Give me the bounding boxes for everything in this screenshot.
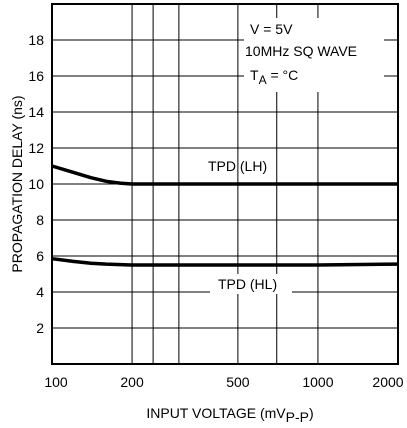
series-labels: TPD (LH) TPD (HL) [208, 158, 292, 294]
x-tick-label: 200 [120, 374, 144, 390]
temperature-subscript: A [259, 73, 267, 87]
y-tick-label: 8 [36, 212, 44, 228]
condition-note-background [244, 18, 384, 92]
series-line-tpd-hl [51, 256, 399, 267]
y-tick-label: 12 [28, 140, 44, 156]
x-tick-labels: 100 200 500 1000 2000 [44, 374, 403, 390]
series-label-tpd-lh: TPD (LH) [208, 158, 267, 174]
temperature-value: = °C [267, 67, 299, 83]
x-axis-title-subscript: P-P [286, 409, 309, 425]
y-tick-label: 4 [36, 284, 44, 300]
condition-temperature: TA = °C [250, 67, 298, 87]
y-axis-title: PROPAGATION DELAY (ns) [9, 95, 25, 272]
series-label-tpd-hl: TPD (HL) [218, 276, 277, 292]
condition-note-box: V = 5V 10MHz SQ WAVE TA = °C [244, 18, 384, 92]
series-label-background [210, 274, 292, 294]
x-tick-label: 500 [226, 374, 250, 390]
temperature-symbol: T [250, 67, 259, 83]
condition-frequency: 10MHz SQ WAVE [245, 43, 357, 59]
x-tick-label: 1000 [302, 374, 333, 390]
x-axis-title-suffix: ) [309, 405, 314, 421]
x-tick-label: 100 [44, 374, 68, 390]
x-axis-title: INPUT VOLTAGE (mVP-P) [146, 405, 313, 425]
y-tick-labels: 2 4 6 8 10 12 14 16 18 [28, 32, 44, 336]
data-series [51, 164, 399, 267]
y-tick-label: 2 [36, 320, 44, 336]
y-tick-label: 14 [28, 104, 44, 120]
y-tick-label: 6 [36, 248, 44, 264]
y-tick-label: 16 [28, 68, 44, 84]
condition-supply-voltage: V = 5V [250, 21, 293, 37]
y-tick-label: 10 [28, 176, 44, 192]
series-line-tpd-lh [51, 164, 398, 186]
y-tick-label: 18 [28, 32, 44, 48]
x-tick-label: 2000 [372, 374, 403, 390]
x-axis-title-main: INPUT VOLTAGE (mV [146, 405, 286, 421]
